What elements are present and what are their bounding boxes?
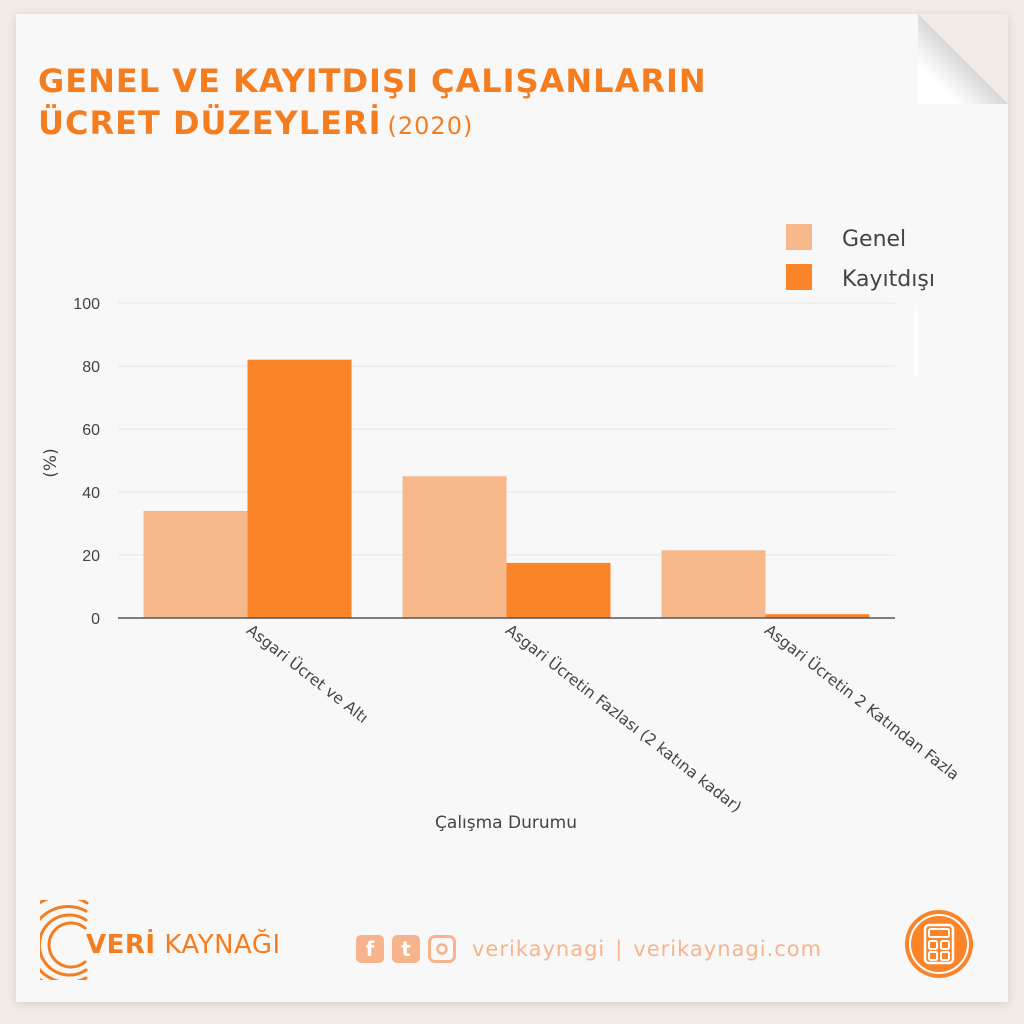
title-line-2-text: ÜCRET DÜZEYLERİ xyxy=(38,104,382,142)
y-tick-label: 20 xyxy=(82,548,100,565)
y-tick-label: 60 xyxy=(82,422,100,439)
x-axis-title: Çalışma Durumu xyxy=(435,813,577,833)
bar-kayitdisi xyxy=(506,562,611,618)
twitter-icon[interactable]: t xyxy=(392,935,420,963)
brand-second-word: KAYNAĞI xyxy=(164,930,281,960)
bar-genel xyxy=(143,510,248,618)
title-line-1: GENEL VE KAYITDIŞI ÇALIŞANLARIN xyxy=(38,62,707,100)
calculator-icon xyxy=(905,910,973,978)
social-separator: | xyxy=(615,937,624,961)
concentric-arcs-logo-icon xyxy=(40,900,89,980)
y-tick-label: 0 xyxy=(91,611,100,628)
page-curl xyxy=(918,14,1008,104)
x-tick-label: Asgari Ücretin Fazlası (2 katına kadar) xyxy=(502,620,745,816)
x-tick-label: Asgari Ücretin 2 Katından Fazla xyxy=(761,620,963,784)
y-axis-title: (%) xyxy=(41,448,61,477)
y-tick-label: 100 xyxy=(73,296,100,313)
x-tick-label: Asgari Ücret ve Altı xyxy=(243,620,372,727)
social-links: f t verikaynagi | verikaynagi.com xyxy=(356,932,822,966)
legend-swatch-kayitdisi xyxy=(786,264,812,290)
instagram-icon[interactable] xyxy=(428,935,456,963)
paper-background xyxy=(16,14,1008,1002)
bar-kayitdisi xyxy=(765,614,870,618)
facebook-icon[interactable]: f xyxy=(356,935,384,963)
brand-logo-text: VERİ KAYNAĞI xyxy=(86,930,281,960)
legend-label-genel: Genel xyxy=(842,227,906,252)
chart-title: GENEL VE KAYITDIŞI ÇALIŞANLARIN ÜCRET DÜ… xyxy=(38,60,707,147)
title-line-2: ÜCRET DÜZEYLERİ (2020) xyxy=(38,102,707,147)
social-site[interactable]: verikaynagi.com xyxy=(633,937,823,961)
bar-genel xyxy=(661,550,766,618)
title-year: (2020) xyxy=(387,112,474,140)
y-tick-label: 40 xyxy=(82,485,100,502)
legend-label-kayitdisi: Kayıtdışı xyxy=(842,267,935,292)
social-handle[interactable]: verikaynagi xyxy=(472,937,606,961)
brand-first-word: VERİ xyxy=(86,930,156,960)
bar-genel xyxy=(402,476,507,618)
y-tick-label: 80 xyxy=(82,359,100,376)
bar-kayitdisi xyxy=(247,359,352,618)
legend-swatch-genel xyxy=(786,224,812,250)
